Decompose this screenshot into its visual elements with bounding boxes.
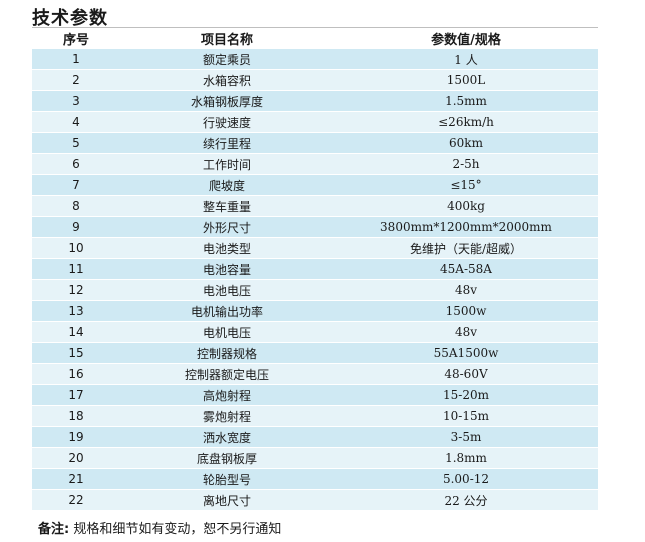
- row-index: 22: [32, 489, 120, 510]
- table-row: 20 底盘钢板厚 1.8mm: [32, 447, 598, 469]
- row-index: 19: [32, 426, 120, 448]
- table-header-row: 序号 项目名称 参数值/规格: [32, 29, 598, 49]
- header-index: 序号: [32, 29, 120, 49]
- footnote-text: 规格和细节如有变动，恕不另行通知: [73, 522, 282, 537]
- table-row: 22 离地尺寸 22 公分: [32, 489, 598, 510]
- row-item-name: 电池容量: [120, 258, 334, 280]
- row-item-name: 电机输出功率: [120, 300, 334, 322]
- table-row: 15 控制器规格 55A1500w: [32, 342, 598, 364]
- row-value: 3-5m: [334, 426, 598, 448]
- row-item-name: 爬坡度: [120, 174, 334, 196]
- row-index: 3: [32, 90, 120, 112]
- row-value: 400kg: [334, 195, 598, 217]
- row-value: 55A1500w: [334, 342, 598, 364]
- table-row: 2 水箱容积 1500L: [32, 69, 598, 91]
- row-index: 13: [32, 300, 120, 322]
- row-index: 16: [32, 363, 120, 385]
- row-value: 1500L: [334, 69, 598, 91]
- row-item-name: 行驶速度: [120, 111, 334, 133]
- row-index: 17: [32, 384, 120, 406]
- table-row: 4 行驶速度 ≤26km/h: [32, 111, 598, 133]
- table-row: 17 高炮射程 15-20m: [32, 384, 598, 406]
- row-index: 9: [32, 216, 120, 238]
- table-row: 21 轮胎型号 5.00-12: [32, 468, 598, 490]
- row-value: 22 公分: [334, 489, 598, 510]
- row-value: ≤26km/h: [334, 111, 598, 133]
- row-index: 5: [32, 132, 120, 154]
- row-value: 60km: [334, 132, 598, 154]
- row-item-name: 外形尺寸: [120, 216, 334, 238]
- row-value: 48v: [334, 321, 598, 343]
- row-item-name: 电机电压: [120, 321, 334, 343]
- footnote: 备注: 规格和细节如有变动，恕不另行通知: [38, 518, 281, 537]
- row-index: 21: [32, 468, 120, 490]
- row-item-name: 轮胎型号: [120, 468, 334, 490]
- row-item-name: 电池类型: [120, 237, 334, 259]
- row-index: 7: [32, 174, 120, 196]
- table-row: 8 整车重量 400kg: [32, 195, 598, 217]
- row-index: 20: [32, 447, 120, 469]
- row-index: 14: [32, 321, 120, 343]
- row-value: 48-60V: [334, 363, 598, 385]
- row-index: 4: [32, 111, 120, 133]
- table-row: 7 爬坡度 ≤15°: [32, 174, 598, 196]
- row-value: 3800mm*1200mm*2000mm: [334, 216, 598, 238]
- row-index: 8: [32, 195, 120, 217]
- table-row: 18 雾炮射程 10-15m: [32, 405, 598, 427]
- table-row: 12 电池电压 48v: [32, 279, 598, 301]
- row-index: 11: [32, 258, 120, 280]
- header-value: 参数值/规格: [334, 29, 598, 49]
- row-value: 5.00-12: [334, 468, 598, 490]
- row-index: 12: [32, 279, 120, 301]
- row-item-name: 水箱容积: [120, 69, 334, 91]
- table-row: 11 电池容量 45A-58A: [32, 258, 598, 280]
- table-row: 5 续行里程 60km: [32, 132, 598, 154]
- header-item-name: 项目名称: [120, 29, 334, 49]
- table-row: 10 电池类型 免维护（天能/超威）: [32, 237, 598, 259]
- row-item-name: 控制器额定电压: [120, 363, 334, 385]
- row-item-name: 整车重量: [120, 195, 334, 217]
- table-row: 6 工作时间 2-5h: [32, 153, 598, 175]
- row-index: 6: [32, 153, 120, 175]
- footnote-label: 备注:: [38, 522, 70, 537]
- row-item-name: 电池电压: [120, 279, 334, 301]
- table-row: 16 控制器额定电压 48-60V: [32, 363, 598, 385]
- table-row: 13 电机输出功率 1500w: [32, 300, 598, 322]
- row-value: 1.8mm: [334, 447, 598, 469]
- table-row: 9 外形尺寸 3800mm*1200mm*2000mm: [32, 216, 598, 238]
- row-item-name: 雾炮射程: [120, 405, 334, 427]
- table-row: 19 洒水宽度 3-5m: [32, 426, 598, 448]
- table-row: 14 电机电压 48v: [32, 321, 598, 343]
- row-item-name: 额定乘员: [120, 48, 334, 70]
- table-row: 3 水箱钢板厚度 1.5mm: [32, 90, 598, 112]
- row-index: 1: [32, 48, 120, 70]
- row-value: 45A-58A: [334, 258, 598, 280]
- row-item-name: 工作时间: [120, 153, 334, 175]
- row-value: 免维护（天能/超威）: [334, 237, 598, 259]
- table-row: 1 额定乘员 1 人: [32, 48, 598, 70]
- row-item-name: 洒水宽度: [120, 426, 334, 448]
- row-value: 1500w: [334, 300, 598, 322]
- row-value: 48v: [334, 279, 598, 301]
- page-title: 技术参数: [32, 8, 108, 29]
- row-value: 1.5mm: [334, 90, 598, 112]
- row-index: 10: [32, 237, 120, 259]
- row-item-name: 控制器规格: [120, 342, 334, 364]
- row-value: 1 人: [334, 48, 598, 70]
- row-item-name: 水箱钢板厚度: [120, 90, 334, 112]
- spec-table: 序号 项目名称 参数值/规格 1 额定乘员 1 人 2 水箱容积 1500L 3 水箱钢板厚度…: [32, 29, 598, 510]
- row-value: 15-20m: [334, 384, 598, 406]
- row-index: 15: [32, 342, 120, 364]
- row-index: 2: [32, 69, 120, 91]
- row-item-name: 续行里程: [120, 132, 334, 154]
- title-divider: [32, 27, 598, 28]
- row-value: ≤15°: [334, 174, 598, 196]
- row-value: 10-15m: [334, 405, 598, 427]
- row-value: 2-5h: [334, 153, 598, 175]
- row-item-name: 底盘钢板厚: [120, 447, 334, 469]
- table-body: 1 额定乘员 1 人 2 水箱容积 1500L 3 水箱钢板厚度 1.5mm 4 行驶速度 ≤26km…: [32, 48, 598, 510]
- row-item-name: 高炮射程: [120, 384, 334, 406]
- row-index: 18: [32, 405, 120, 427]
- row-item-name: 离地尺寸: [120, 489, 334, 510]
